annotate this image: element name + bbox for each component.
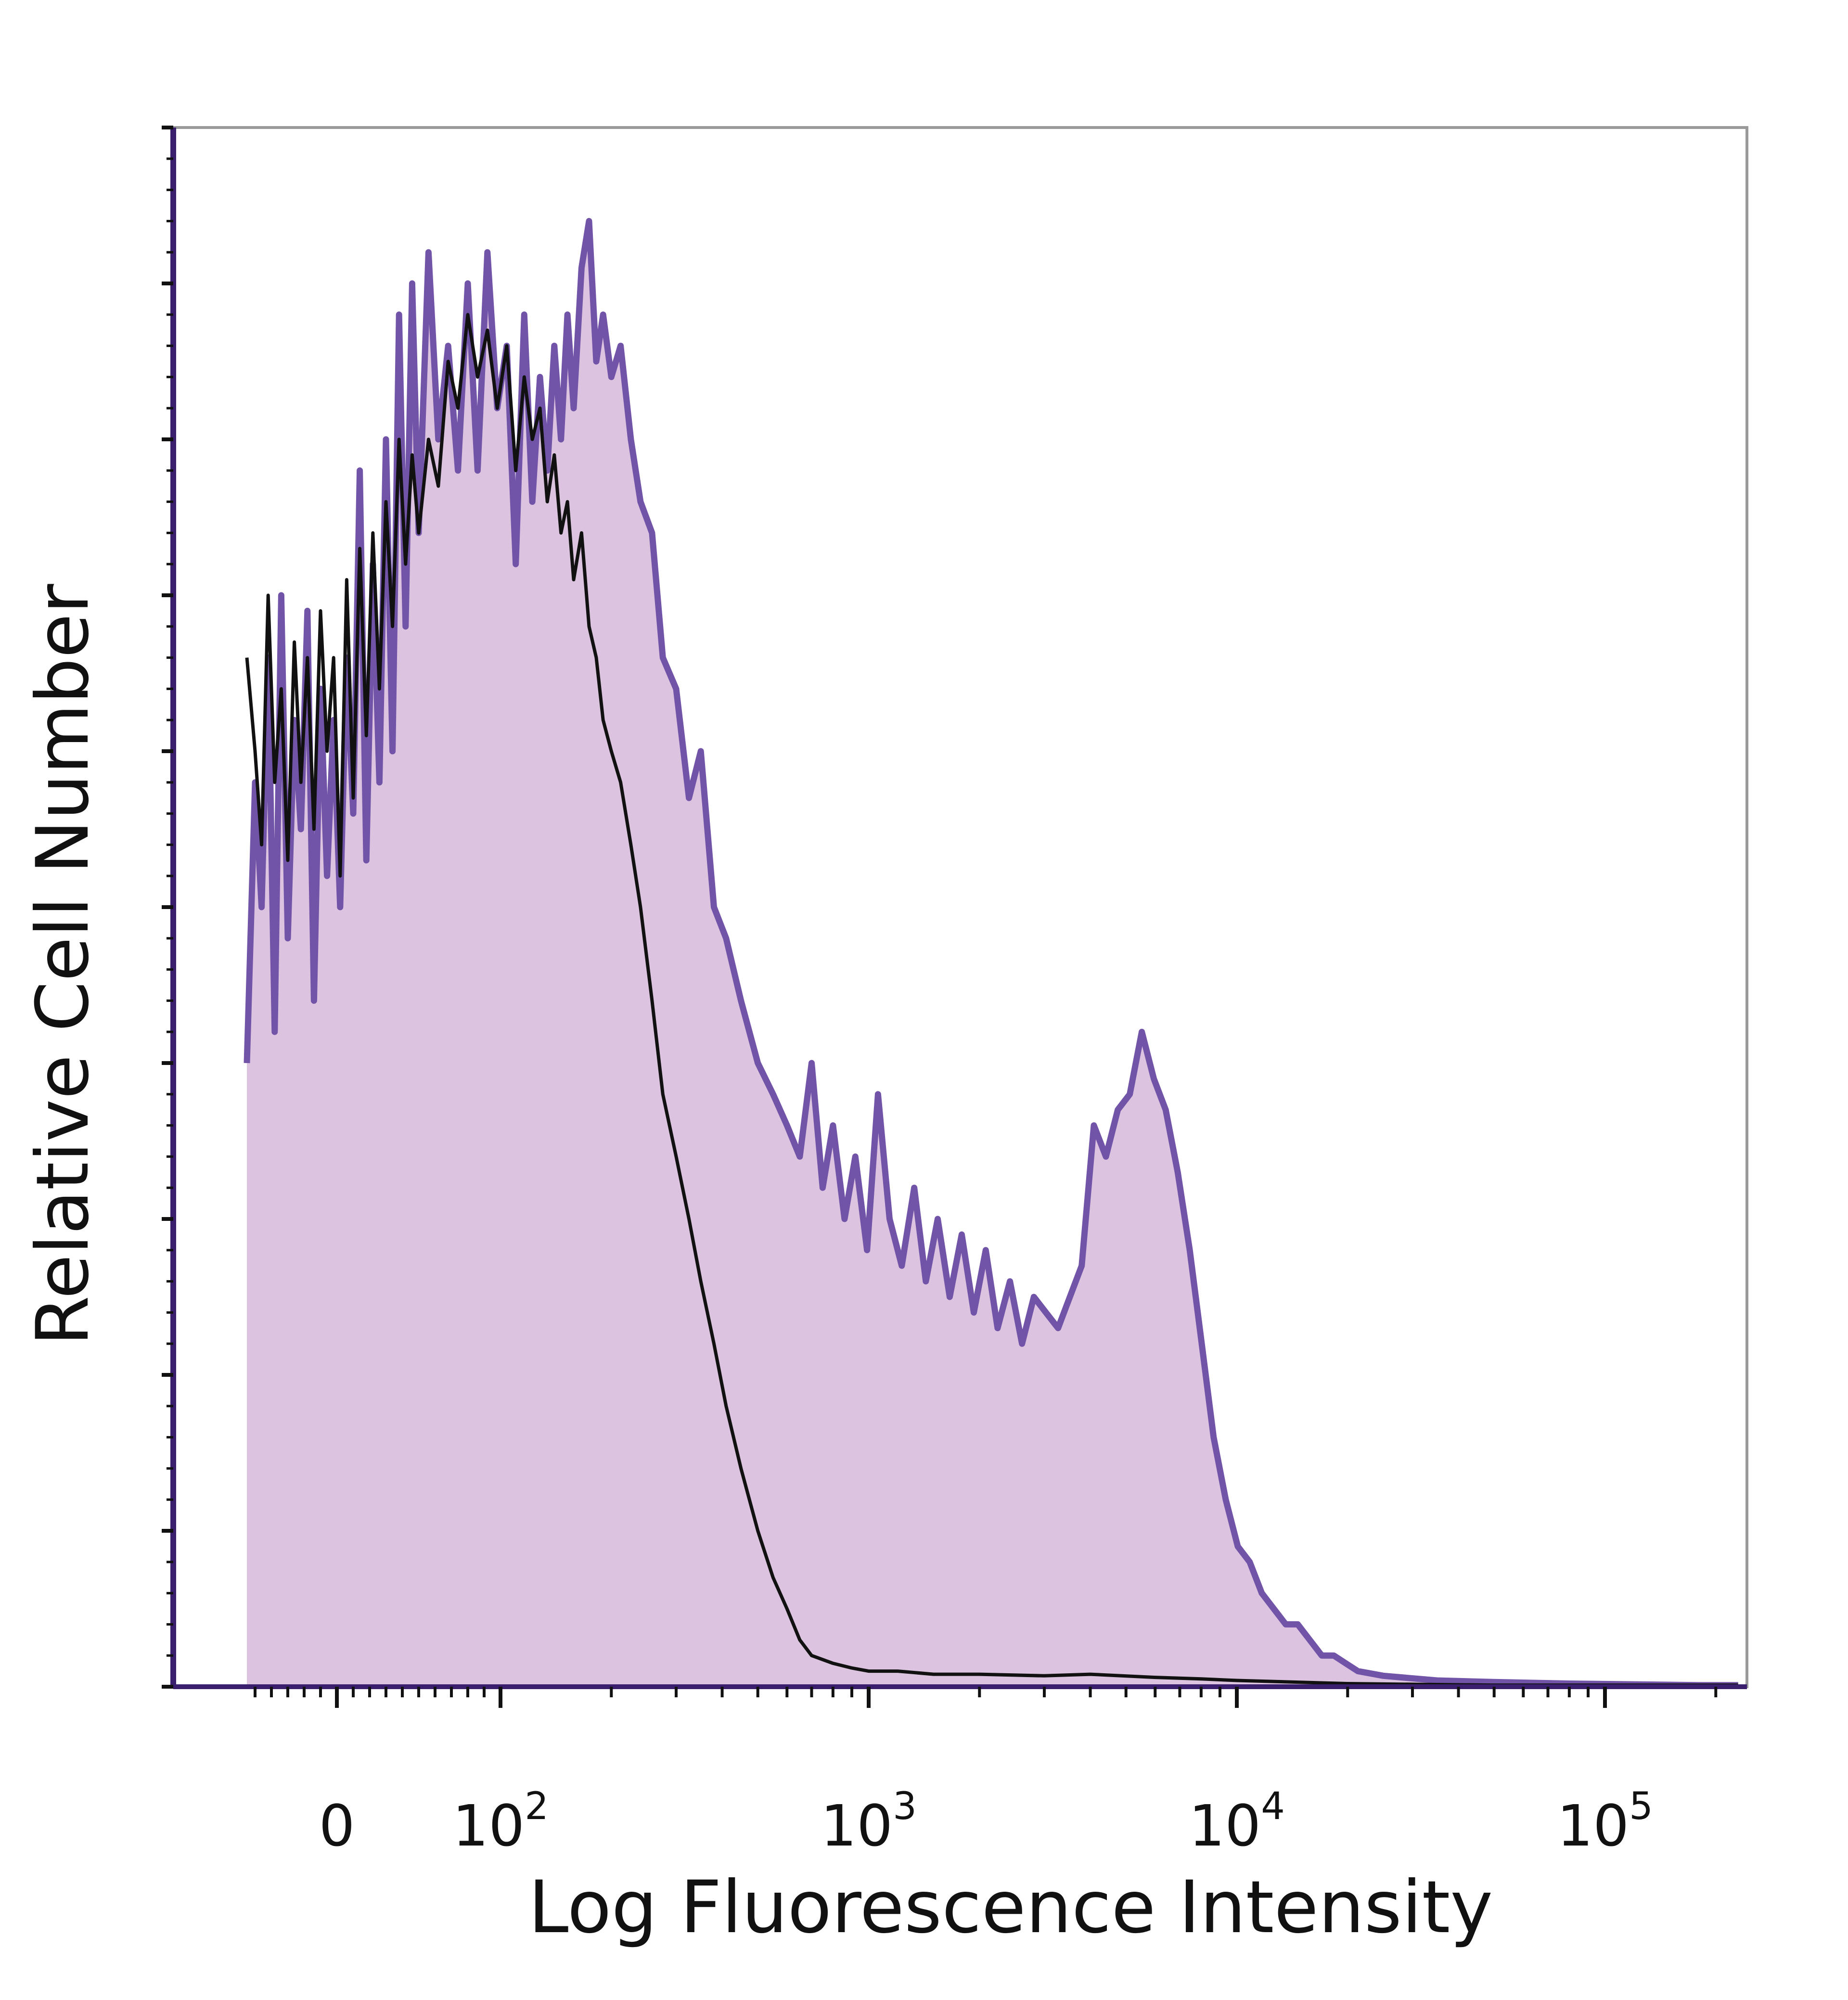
series-layer <box>244 218 1738 1689</box>
x-tick-label: 105 <box>1557 1785 1653 1859</box>
x-tick-label: 103 <box>821 1785 917 1859</box>
axes-layer <box>162 126 1747 1708</box>
x-tick-label-layer: 0 102 103 104 105 <box>319 1785 1653 1859</box>
x-tick-label: 102 <box>452 1785 549 1859</box>
series-0-fill <box>247 221 1738 1687</box>
series-0-line <box>244 218 1738 1689</box>
y-axis-title: Relative Cell Number <box>21 584 105 1346</box>
x-axis-title: Log Fluorescence Intensity <box>528 1866 1493 1949</box>
x-tick-label: 0 <box>319 1793 355 1859</box>
x-tick-label: 104 <box>1189 1785 1285 1859</box>
series-1-line <box>245 313 1738 1687</box>
